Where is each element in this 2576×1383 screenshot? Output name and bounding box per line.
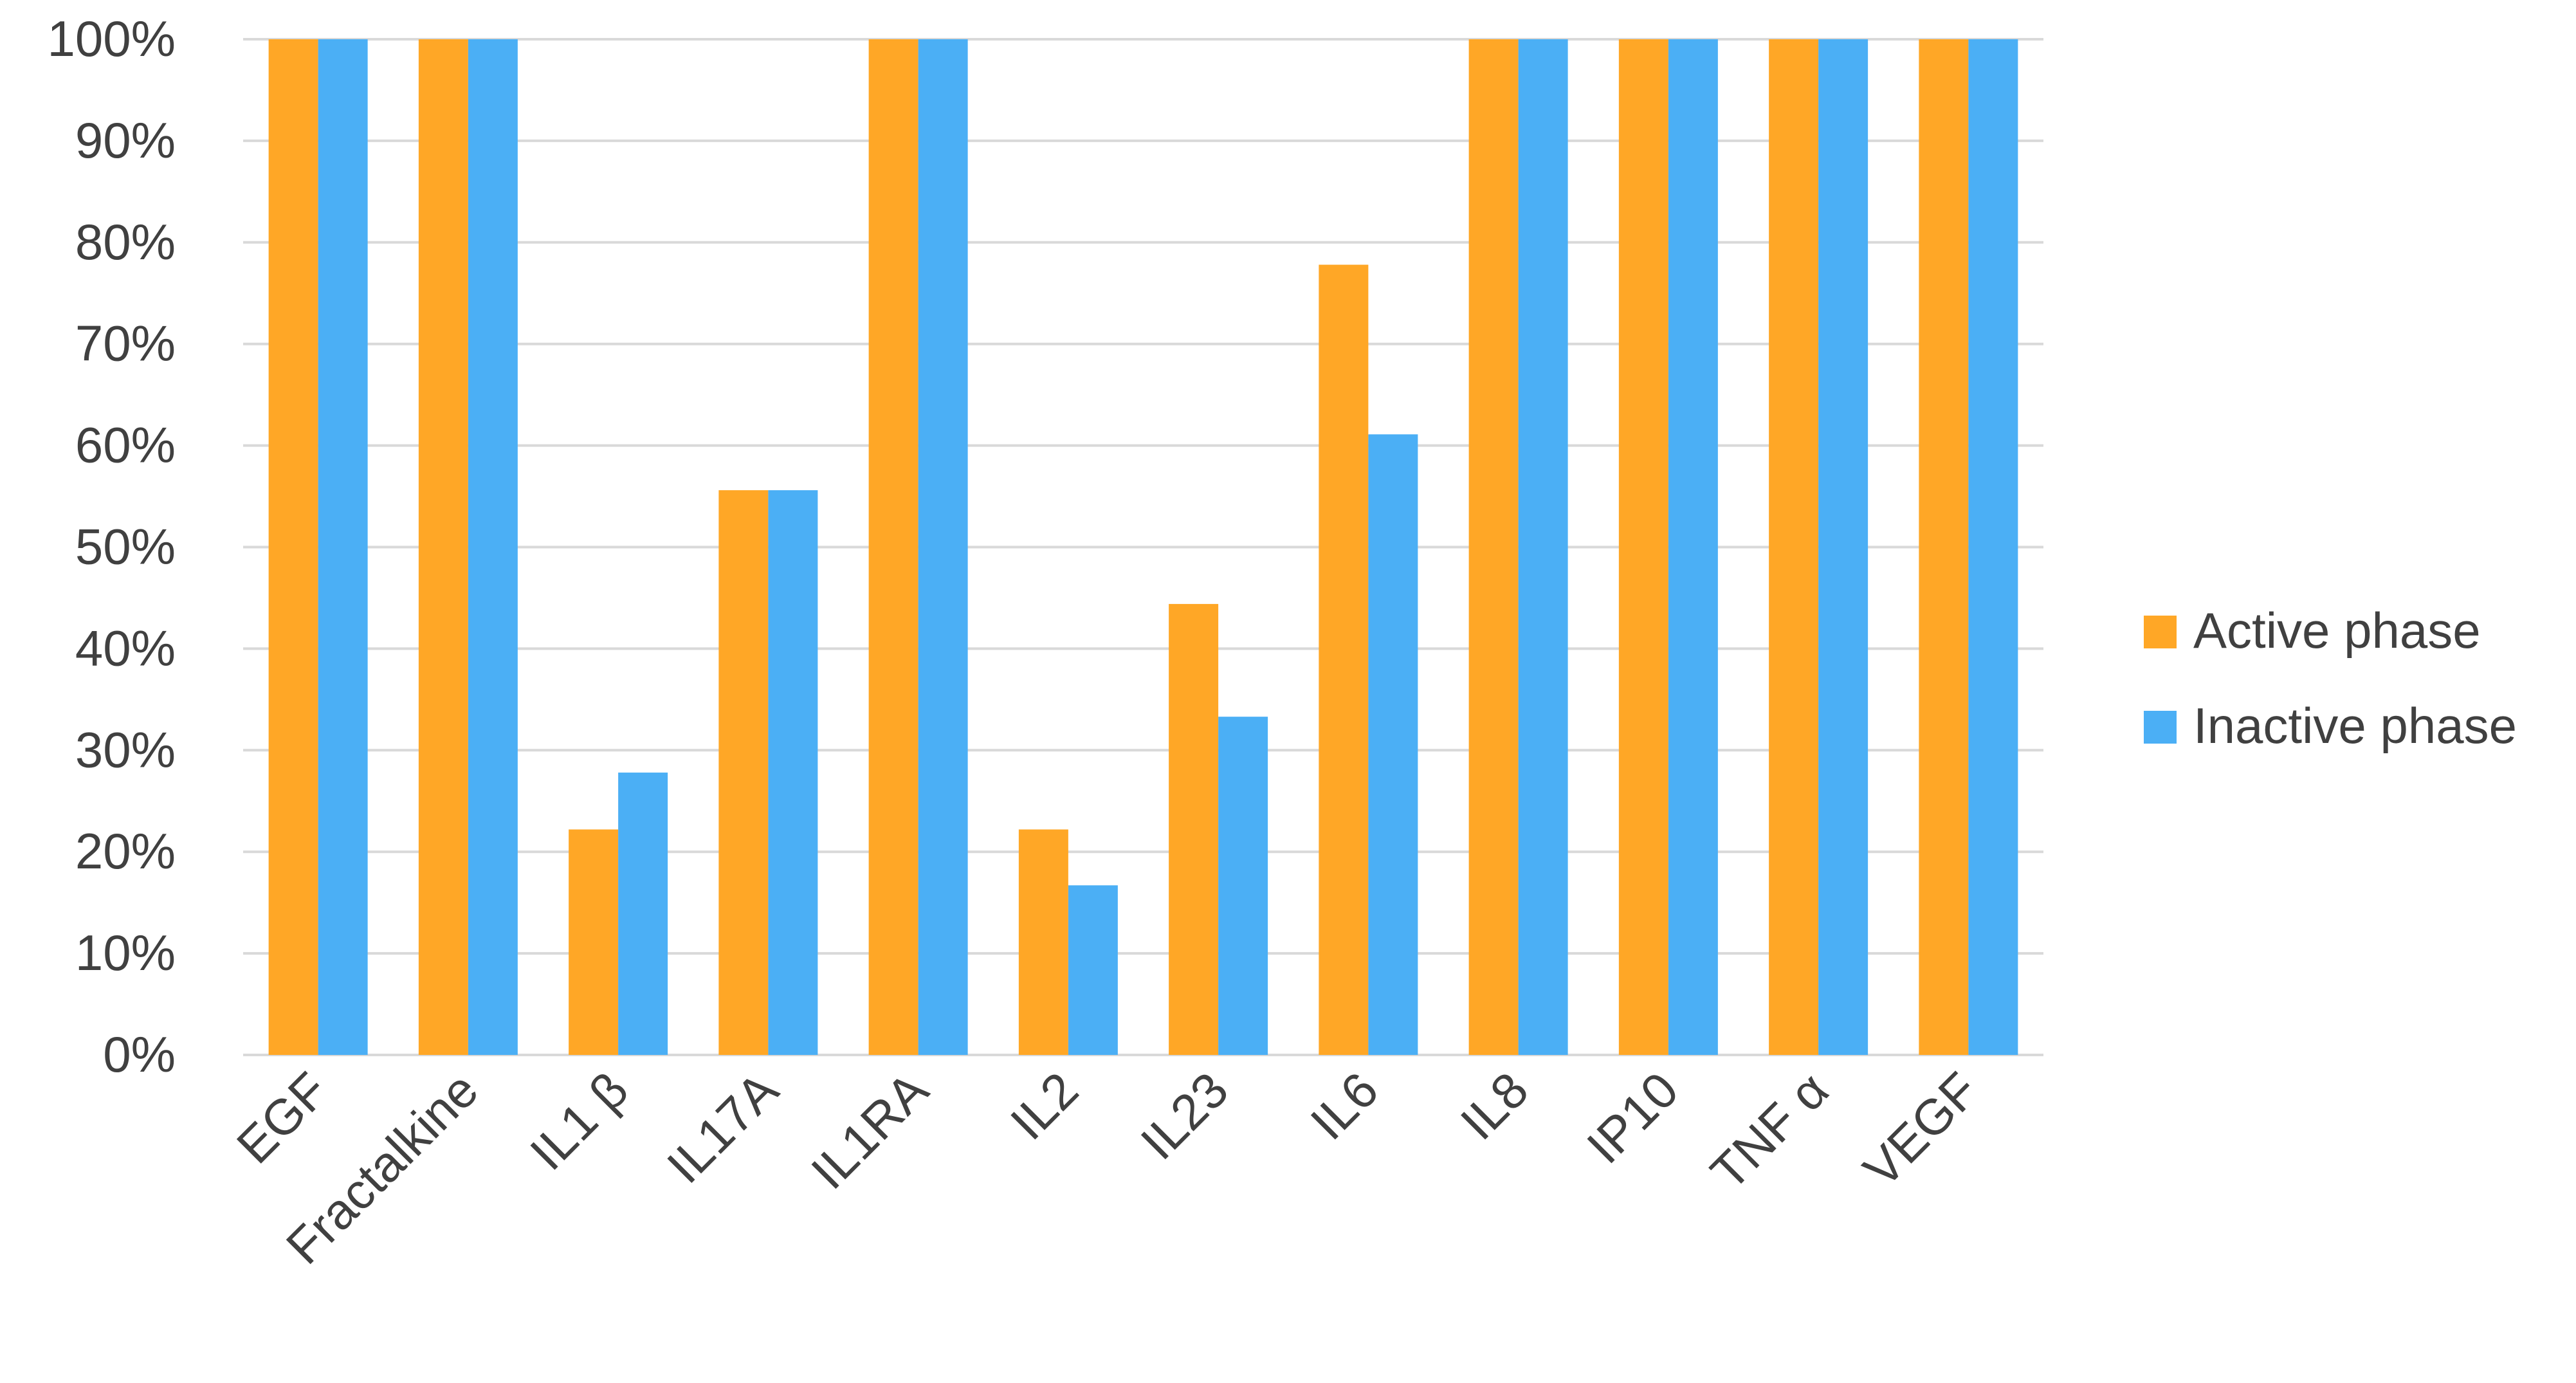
y-tick-label: 40% [75, 619, 176, 676]
bar-inactive [318, 39, 368, 1055]
bar-inactive [1368, 434, 1418, 1055]
bar-inactive [1518, 39, 1568, 1055]
x-tick-label: VEGF [1852, 1061, 1989, 1198]
bar-active [868, 39, 918, 1055]
x-tick-label: IL6 [1299, 1061, 1389, 1151]
x-tick-label: IP10 [1576, 1061, 1689, 1175]
y-tick-label: 70% [75, 315, 176, 372]
legend-label: Active phase [2193, 602, 2481, 659]
bar-inactive [1218, 717, 1268, 1055]
bar-active [1769, 39, 1819, 1055]
y-tick-label: 0% [103, 1026, 176, 1083]
x-tick-label: IL1RA [800, 1061, 939, 1200]
x-tick-label: IL8 [1450, 1061, 1539, 1151]
x-tick-label: TNF α [1699, 1061, 1839, 1201]
bar-inactive [468, 39, 518, 1055]
bar-inactive [1668, 39, 1718, 1055]
bar-active [1018, 829, 1068, 1055]
bar-inactive [1068, 885, 1118, 1055]
bar-active [418, 39, 468, 1055]
y-tick-label: 60% [75, 417, 176, 473]
bar-active [1319, 264, 1369, 1056]
bar-active [718, 490, 769, 1055]
bar-active [1468, 39, 1519, 1055]
bar-inactive [1818, 39, 1868, 1055]
legend-swatch [2144, 711, 2177, 744]
bar-active [1618, 39, 1668, 1055]
x-tick-label: EGF [226, 1061, 339, 1175]
bar-active [1169, 603, 1219, 1055]
x-tick-label: IL17A [656, 1061, 789, 1194]
y-tick-label: 80% [75, 214, 176, 270]
bar-active [1919, 39, 1969, 1055]
bar-active [569, 829, 619, 1055]
bar-inactive [768, 490, 818, 1055]
x-tick-label: IL1 β [519, 1061, 639, 1181]
legend-swatch [2144, 616, 2177, 648]
bar-inactive [618, 773, 668, 1055]
y-tick-label: 30% [75, 721, 176, 778]
y-tick-label: 100% [48, 10, 176, 67]
y-tick-label: 50% [75, 518, 176, 575]
y-tick-label: 20% [75, 823, 176, 879]
bar-inactive [918, 39, 968, 1055]
bar-inactive [1968, 39, 2018, 1055]
y-tick-label: 90% [75, 112, 176, 169]
x-tick-label: IL23 [1130, 1061, 1239, 1171]
legend-label: Inactive phase [2193, 697, 2517, 754]
y-tick-label: 10% [75, 924, 176, 981]
x-tick-label: IL2 [1000, 1061, 1089, 1151]
bar-active [268, 39, 318, 1055]
